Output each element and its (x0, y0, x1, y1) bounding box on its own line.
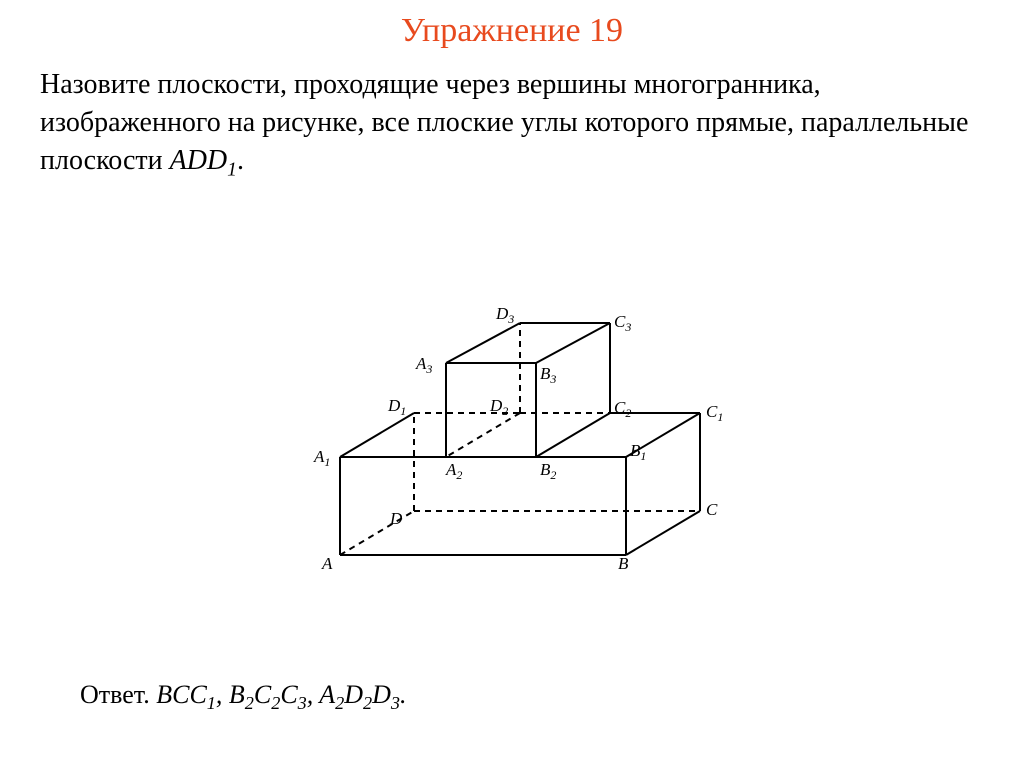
svg-text:C2: C2 (614, 398, 631, 420)
answer-block: Ответ. BCC1, B2C2C3, A2D2D3. (80, 680, 407, 714)
svg-text:B3: B3 (540, 364, 556, 386)
svg-text:A: A (321, 554, 333, 573)
answer-planes: BCC1, B2C2C3, A2D2D3. (156, 680, 406, 709)
exercise-title: Упражнение 19 (0, 0, 1024, 50)
svg-text:B: B (618, 554, 629, 573)
svg-text:A1: A1 (313, 447, 330, 469)
problem-plane: ADD1 (170, 145, 237, 176)
svg-text:C: C (706, 500, 718, 519)
problem-period: . (237, 145, 244, 176)
answer-label: Ответ. (80, 680, 156, 709)
title-text: Упражнение 19 (401, 12, 623, 49)
svg-text:C3: C3 (614, 312, 631, 334)
svg-text:B2: B2 (540, 460, 556, 482)
svg-text:D: D (389, 509, 403, 528)
svg-text:D1: D1 (387, 396, 406, 418)
svg-text:D2: D2 (489, 396, 508, 418)
svg-text:D3: D3 (495, 304, 514, 326)
polyhedron-diagram: A B C D A1 B1 C1 D1 A2 B2 C2 D2 A3 B3 C3 D3 (0, 255, 1024, 595)
svg-text:C1: C1 (706, 402, 723, 424)
svg-text:A3: A3 (415, 354, 432, 376)
svg-text:A2: A2 (445, 460, 462, 482)
svg-text:B1: B1 (630, 441, 646, 463)
problem-text: Назовите плоскости, проходящие через вер… (0, 50, 1024, 184)
